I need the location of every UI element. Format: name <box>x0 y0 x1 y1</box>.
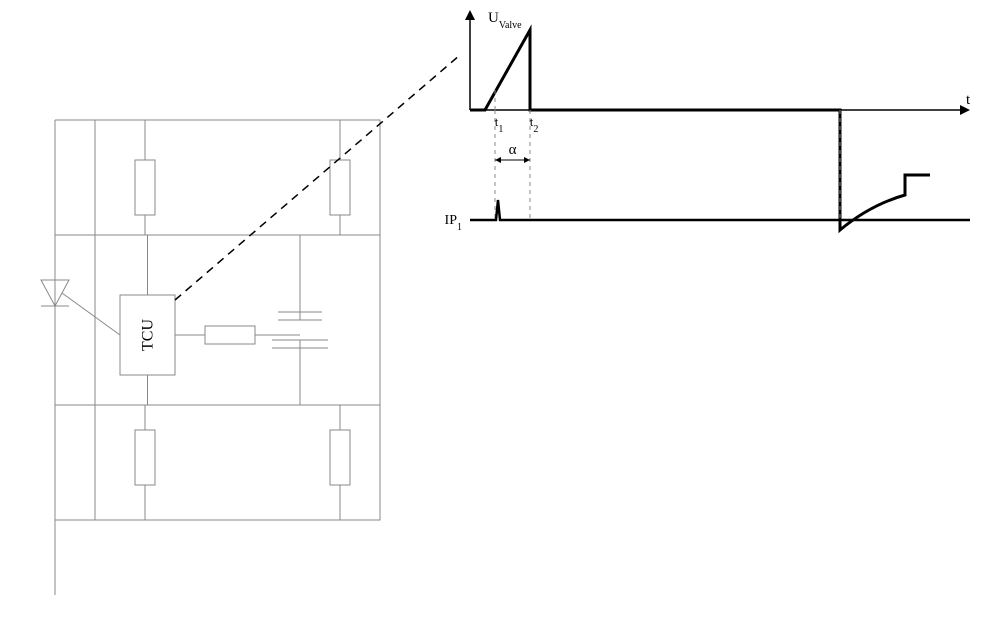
uvalve-trace <box>470 30 930 230</box>
circuit-schematic: TCU <box>41 120 380 595</box>
tcu-label: TCU <box>140 319 157 351</box>
t1-label: t1 <box>495 114 504 135</box>
t2-label: t2 <box>530 114 539 135</box>
callout-line <box>175 55 460 300</box>
ip-trace <box>470 200 970 220</box>
waveform-chart: UValve t t1 t2 α IP1 <box>445 10 971 233</box>
svg-text:t: t <box>966 92 971 108</box>
y-axis-label: UValve <box>488 10 522 31</box>
ip-label: IP1 <box>445 213 462 233</box>
svg-text:α: α <box>509 142 517 158</box>
